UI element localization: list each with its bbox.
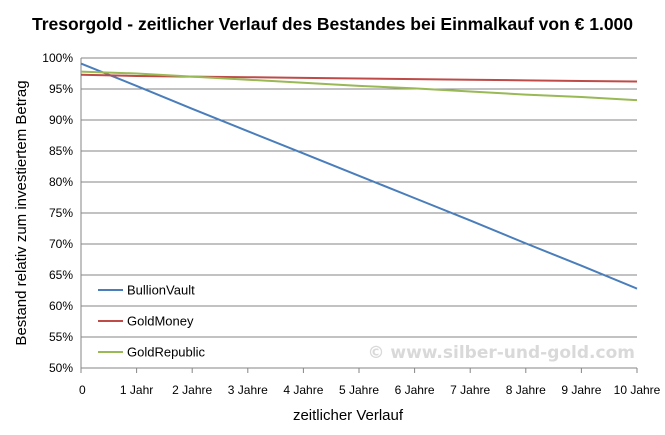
series-lines xyxy=(80,62,638,290)
x-tick-label: 8 Jahre xyxy=(506,383,546,397)
x-tick-label: 4 Jahre xyxy=(283,383,323,397)
y-tick-label: 100% xyxy=(42,51,73,65)
x-tick-label: 3 Jahre xyxy=(228,383,268,397)
y-axis-label: Bestand relativ zum investiertem Betrag xyxy=(13,80,30,345)
legend-label: BullionVault xyxy=(127,283,195,298)
y-tick-label: 95% xyxy=(49,82,73,96)
legend-label: GoldMoney xyxy=(127,314,194,329)
x-tick-label: 5 Jahre xyxy=(339,383,379,397)
x-tick-label: 0 xyxy=(79,383,86,397)
watermark: © www.silber-und-gold.com xyxy=(367,343,635,363)
y-tick-labels: 50% 55% 60% 65% 70% 75% 80% 85% 90% 95% 100% xyxy=(42,51,73,375)
x-tick-label: 6 Jahre xyxy=(395,383,435,397)
legend-label: GoldRepublic xyxy=(127,345,206,360)
gridlines xyxy=(80,57,638,373)
y-tick-label: 85% xyxy=(49,144,73,158)
x-tick-labels: 0 1 Jahr 2 Jahre 3 Jahre 4 Jahre 5 Jahre 6 Jah… xyxy=(79,383,661,397)
y-tick-label: 55% xyxy=(49,330,73,344)
y-tick-label: 70% xyxy=(49,237,73,251)
x-tick-label: 2 Jahre xyxy=(172,383,212,397)
y-tick-label: 75% xyxy=(49,206,73,220)
x-tick-label: 9 Jahre xyxy=(561,383,601,397)
y-tick-label: 65% xyxy=(49,268,73,282)
x-tick-label: 1 Jahr xyxy=(120,383,153,397)
y-tick-label: 50% xyxy=(49,361,73,375)
chart-title: Tresorgold - zeitlicher Verlauf des Best… xyxy=(31,14,634,34)
x-axis-label: zeitlicher Verlauf xyxy=(293,407,404,424)
series-line-goldrepublic xyxy=(80,70,638,102)
x-tick-label: 10 Jahre xyxy=(614,383,661,397)
series-line-bullionvault xyxy=(80,62,638,290)
x-tick-label: 7 Jahre xyxy=(450,383,490,397)
y-tick-label: 80% xyxy=(49,175,73,189)
legend: BullionVault GoldMoney GoldRepublic xyxy=(98,283,206,360)
y-tick-label: 60% xyxy=(49,299,73,313)
y-tick-label: 90% xyxy=(49,113,73,127)
